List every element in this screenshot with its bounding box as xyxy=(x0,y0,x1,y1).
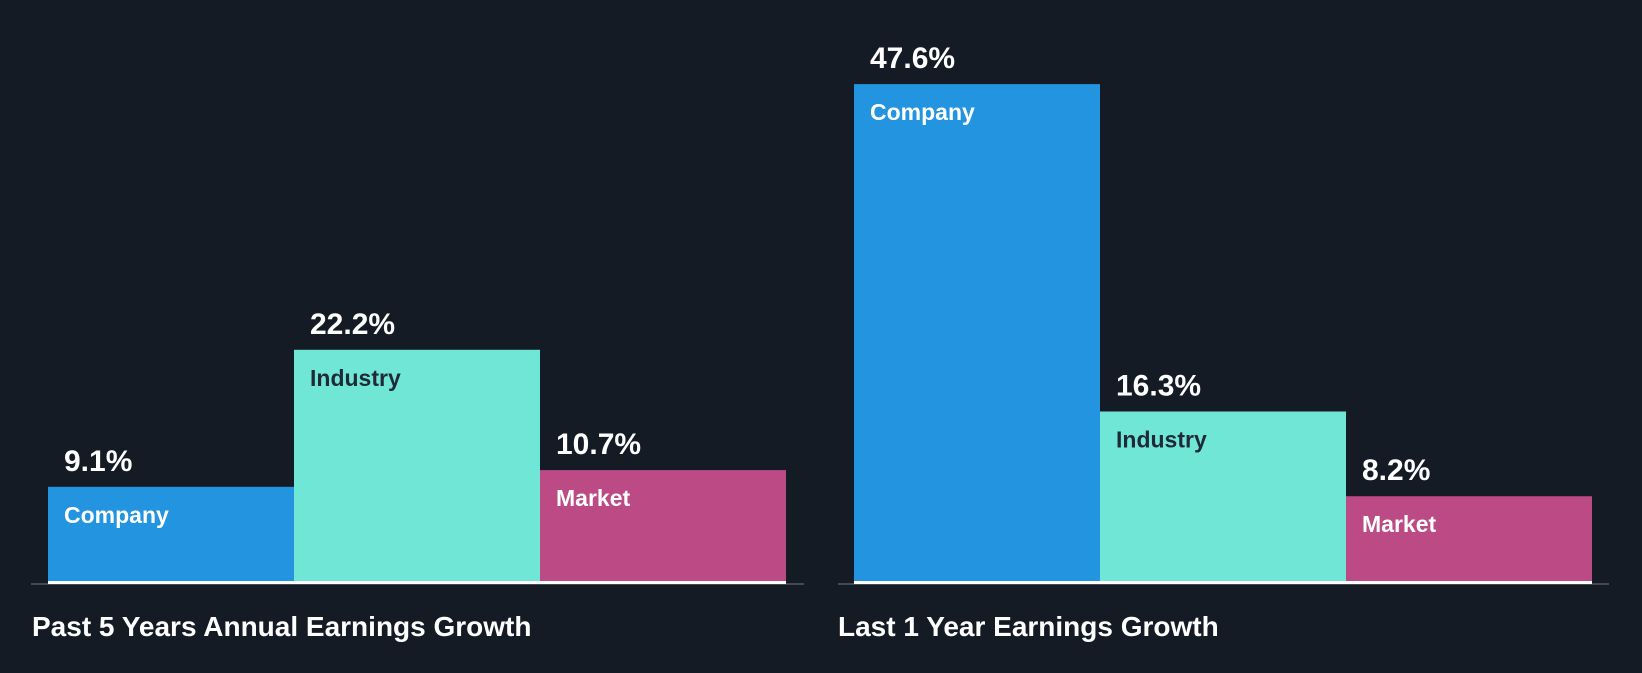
chart-title: Last 1 Year Earnings Growth xyxy=(838,611,1219,642)
panel-past-5-years: Past 5 Years Annual Earnings Growth 9.1%… xyxy=(31,308,804,642)
bar-industry xyxy=(294,349,540,582)
bar-company xyxy=(854,84,1100,582)
category-label-industry: Industry xyxy=(1116,427,1207,453)
chart-title: Past 5 Years Annual Earnings Growth xyxy=(32,611,532,642)
bar-company xyxy=(48,486,294,582)
category-label-company: Company xyxy=(870,99,975,125)
value-label-industry: 22.2% xyxy=(310,308,395,341)
bar-market xyxy=(540,470,786,582)
value-label-industry: 16.3% xyxy=(1116,370,1201,403)
bar-industry xyxy=(1100,411,1346,582)
category-label-market: Market xyxy=(1362,511,1436,537)
bar-baseline xyxy=(854,581,1100,584)
panel-last-1-year: Last 1 Year Earnings Growth 47.6% Company… xyxy=(838,42,1609,642)
bar-baseline xyxy=(1346,581,1592,584)
bar-market xyxy=(1346,496,1592,582)
value-label-market: 10.7% xyxy=(556,428,641,461)
value-label-market: 8.2% xyxy=(1362,454,1430,487)
bar-baseline xyxy=(294,581,540,584)
category-label-market: Market xyxy=(556,485,630,511)
value-label-company: 47.6% xyxy=(870,42,955,75)
category-label-industry: Industry xyxy=(310,365,401,391)
bar-baseline xyxy=(48,581,294,584)
category-label-company: Company xyxy=(64,502,169,528)
bar-baseline xyxy=(540,581,786,584)
bar-baseline xyxy=(1100,581,1346,584)
value-label-company: 9.1% xyxy=(64,445,132,478)
